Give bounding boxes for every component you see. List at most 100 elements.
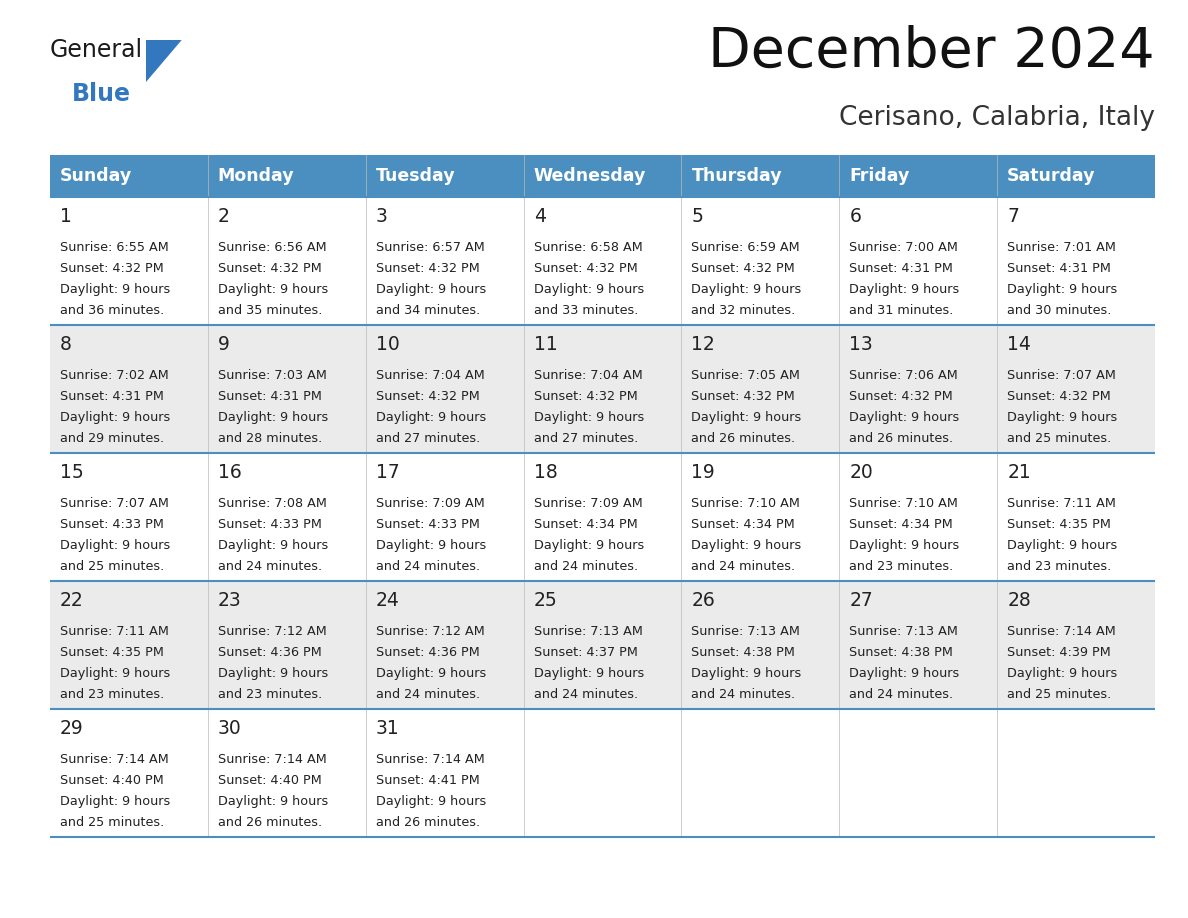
Text: Sunrise: 7:11 AM: Sunrise: 7:11 AM: [61, 625, 169, 638]
Text: and 24 minutes.: and 24 minutes.: [217, 560, 322, 573]
Text: Sunset: 4:32 PM: Sunset: 4:32 PM: [375, 390, 480, 403]
Bar: [208, 155, 366, 197]
Text: Sunrise: 7:09 AM: Sunrise: 7:09 AM: [375, 497, 485, 510]
Text: Daylight: 9 hours: Daylight: 9 hours: [533, 539, 644, 552]
Text: December 2024: December 2024: [708, 25, 1155, 79]
Text: 26: 26: [691, 591, 715, 610]
Text: Sunrise: 7:12 AM: Sunrise: 7:12 AM: [217, 625, 327, 638]
Text: 14: 14: [1007, 335, 1031, 354]
Text: Sunrise: 6:58 AM: Sunrise: 6:58 AM: [533, 241, 643, 254]
Text: Sunset: 4:36 PM: Sunset: 4:36 PM: [375, 646, 480, 659]
Text: Sunset: 4:31 PM: Sunset: 4:31 PM: [1007, 262, 1111, 275]
Text: and 34 minutes.: and 34 minutes.: [375, 304, 480, 317]
Text: Tuesday: Tuesday: [375, 167, 455, 185]
Text: Daylight: 9 hours: Daylight: 9 hours: [691, 411, 802, 424]
Text: Sunset: 4:31 PM: Sunset: 4:31 PM: [61, 390, 164, 403]
Bar: [50, 155, 208, 197]
Text: and 30 minutes.: and 30 minutes.: [1007, 304, 1112, 317]
Text: 13: 13: [849, 335, 873, 354]
Text: and 24 minutes.: and 24 minutes.: [533, 688, 638, 701]
Text: and 25 minutes.: and 25 minutes.: [1007, 688, 1112, 701]
Text: Sunrise: 7:13 AM: Sunrise: 7:13 AM: [849, 625, 959, 638]
Text: Saturday: Saturday: [1007, 167, 1095, 185]
Text: and 26 minutes.: and 26 minutes.: [691, 432, 796, 445]
Text: 31: 31: [375, 719, 399, 738]
Text: Sunrise: 7:04 AM: Sunrise: 7:04 AM: [375, 369, 485, 382]
Text: Sunset: 4:32 PM: Sunset: 4:32 PM: [217, 262, 322, 275]
Text: Sunset: 4:34 PM: Sunset: 4:34 PM: [533, 518, 637, 531]
Text: Daylight: 9 hours: Daylight: 9 hours: [1007, 667, 1118, 680]
Text: and 23 minutes.: and 23 minutes.: [217, 688, 322, 701]
Text: and 25 minutes.: and 25 minutes.: [61, 560, 164, 573]
Bar: [50, 581, 1155, 709]
Bar: [50, 453, 1155, 581]
Text: and 26 minutes.: and 26 minutes.: [375, 816, 480, 829]
Text: Sunrise: 7:14 AM: Sunrise: 7:14 AM: [1007, 625, 1116, 638]
Text: and 28 minutes.: and 28 minutes.: [217, 432, 322, 445]
Text: Sunset: 4:35 PM: Sunset: 4:35 PM: [1007, 518, 1111, 531]
Text: Sunset: 4:32 PM: Sunset: 4:32 PM: [533, 390, 637, 403]
Text: Daylight: 9 hours: Daylight: 9 hours: [375, 411, 486, 424]
Text: Daylight: 9 hours: Daylight: 9 hours: [217, 539, 328, 552]
Text: Sunset: 4:33 PM: Sunset: 4:33 PM: [217, 518, 322, 531]
Text: Sunrise: 7:03 AM: Sunrise: 7:03 AM: [217, 369, 327, 382]
Text: and 23 minutes.: and 23 minutes.: [1007, 560, 1112, 573]
Text: 8: 8: [61, 335, 72, 354]
Text: Daylight: 9 hours: Daylight: 9 hours: [1007, 283, 1118, 296]
Text: Sunset: 4:34 PM: Sunset: 4:34 PM: [691, 518, 795, 531]
Text: Thursday: Thursday: [691, 167, 782, 185]
Text: Daylight: 9 hours: Daylight: 9 hours: [61, 539, 170, 552]
Text: Daylight: 9 hours: Daylight: 9 hours: [849, 411, 960, 424]
Text: Sunrise: 7:01 AM: Sunrise: 7:01 AM: [1007, 241, 1116, 254]
Text: and 25 minutes.: and 25 minutes.: [1007, 432, 1112, 445]
Bar: [839, 155, 997, 197]
Text: Daylight: 9 hours: Daylight: 9 hours: [61, 411, 170, 424]
Text: Daylight: 9 hours: Daylight: 9 hours: [217, 667, 328, 680]
Text: Sunset: 4:32 PM: Sunset: 4:32 PM: [849, 390, 953, 403]
Text: Sunrise: 7:12 AM: Sunrise: 7:12 AM: [375, 625, 485, 638]
Text: Daylight: 9 hours: Daylight: 9 hours: [217, 411, 328, 424]
Text: and 24 minutes.: and 24 minutes.: [691, 560, 796, 573]
Text: Sunset: 4:31 PM: Sunset: 4:31 PM: [217, 390, 322, 403]
Bar: [366, 155, 524, 197]
Text: and 31 minutes.: and 31 minutes.: [849, 304, 954, 317]
Text: Sunset: 4:33 PM: Sunset: 4:33 PM: [61, 518, 164, 531]
Text: Daylight: 9 hours: Daylight: 9 hours: [1007, 411, 1118, 424]
Text: Sunrise: 7:14 AM: Sunrise: 7:14 AM: [61, 753, 169, 766]
Text: Sunset: 4:36 PM: Sunset: 4:36 PM: [217, 646, 322, 659]
Text: Sunrise: 6:56 AM: Sunrise: 6:56 AM: [217, 241, 327, 254]
Bar: [997, 155, 1155, 197]
Text: Sunrise: 7:06 AM: Sunrise: 7:06 AM: [849, 369, 958, 382]
Text: and 36 minutes.: and 36 minutes.: [61, 304, 164, 317]
Text: Sunset: 4:38 PM: Sunset: 4:38 PM: [849, 646, 953, 659]
Text: Sunrise: 7:07 AM: Sunrise: 7:07 AM: [61, 497, 169, 510]
Text: Sunrise: 7:02 AM: Sunrise: 7:02 AM: [61, 369, 169, 382]
Text: Sunrise: 6:55 AM: Sunrise: 6:55 AM: [61, 241, 169, 254]
Text: 17: 17: [375, 463, 399, 482]
Text: and 23 minutes.: and 23 minutes.: [849, 560, 954, 573]
Text: 1: 1: [61, 207, 72, 226]
Text: 27: 27: [849, 591, 873, 610]
Text: Sunrise: 6:57 AM: Sunrise: 6:57 AM: [375, 241, 485, 254]
Text: 2: 2: [217, 207, 229, 226]
Text: 18: 18: [533, 463, 557, 482]
Text: Sunset: 4:33 PM: Sunset: 4:33 PM: [375, 518, 480, 531]
Polygon shape: [146, 40, 182, 82]
Text: Monday: Monday: [217, 167, 295, 185]
Text: Daylight: 9 hours: Daylight: 9 hours: [691, 667, 802, 680]
Text: and 24 minutes.: and 24 minutes.: [375, 560, 480, 573]
Text: Cerisano, Calabria, Italy: Cerisano, Calabria, Italy: [839, 105, 1155, 131]
Text: and 35 minutes.: and 35 minutes.: [217, 304, 322, 317]
Text: Sunset: 4:40 PM: Sunset: 4:40 PM: [61, 774, 164, 787]
Text: Sunset: 4:39 PM: Sunset: 4:39 PM: [1007, 646, 1111, 659]
Text: Daylight: 9 hours: Daylight: 9 hours: [691, 283, 802, 296]
Text: Daylight: 9 hours: Daylight: 9 hours: [533, 667, 644, 680]
Bar: [50, 709, 1155, 837]
Text: Sunset: 4:32 PM: Sunset: 4:32 PM: [691, 390, 795, 403]
Text: 10: 10: [375, 335, 399, 354]
Text: Friday: Friday: [849, 167, 910, 185]
Bar: [524, 155, 682, 197]
Text: and 23 minutes.: and 23 minutes.: [61, 688, 164, 701]
Text: Sunset: 4:37 PM: Sunset: 4:37 PM: [533, 646, 638, 659]
Text: Sunset: 4:38 PM: Sunset: 4:38 PM: [691, 646, 795, 659]
